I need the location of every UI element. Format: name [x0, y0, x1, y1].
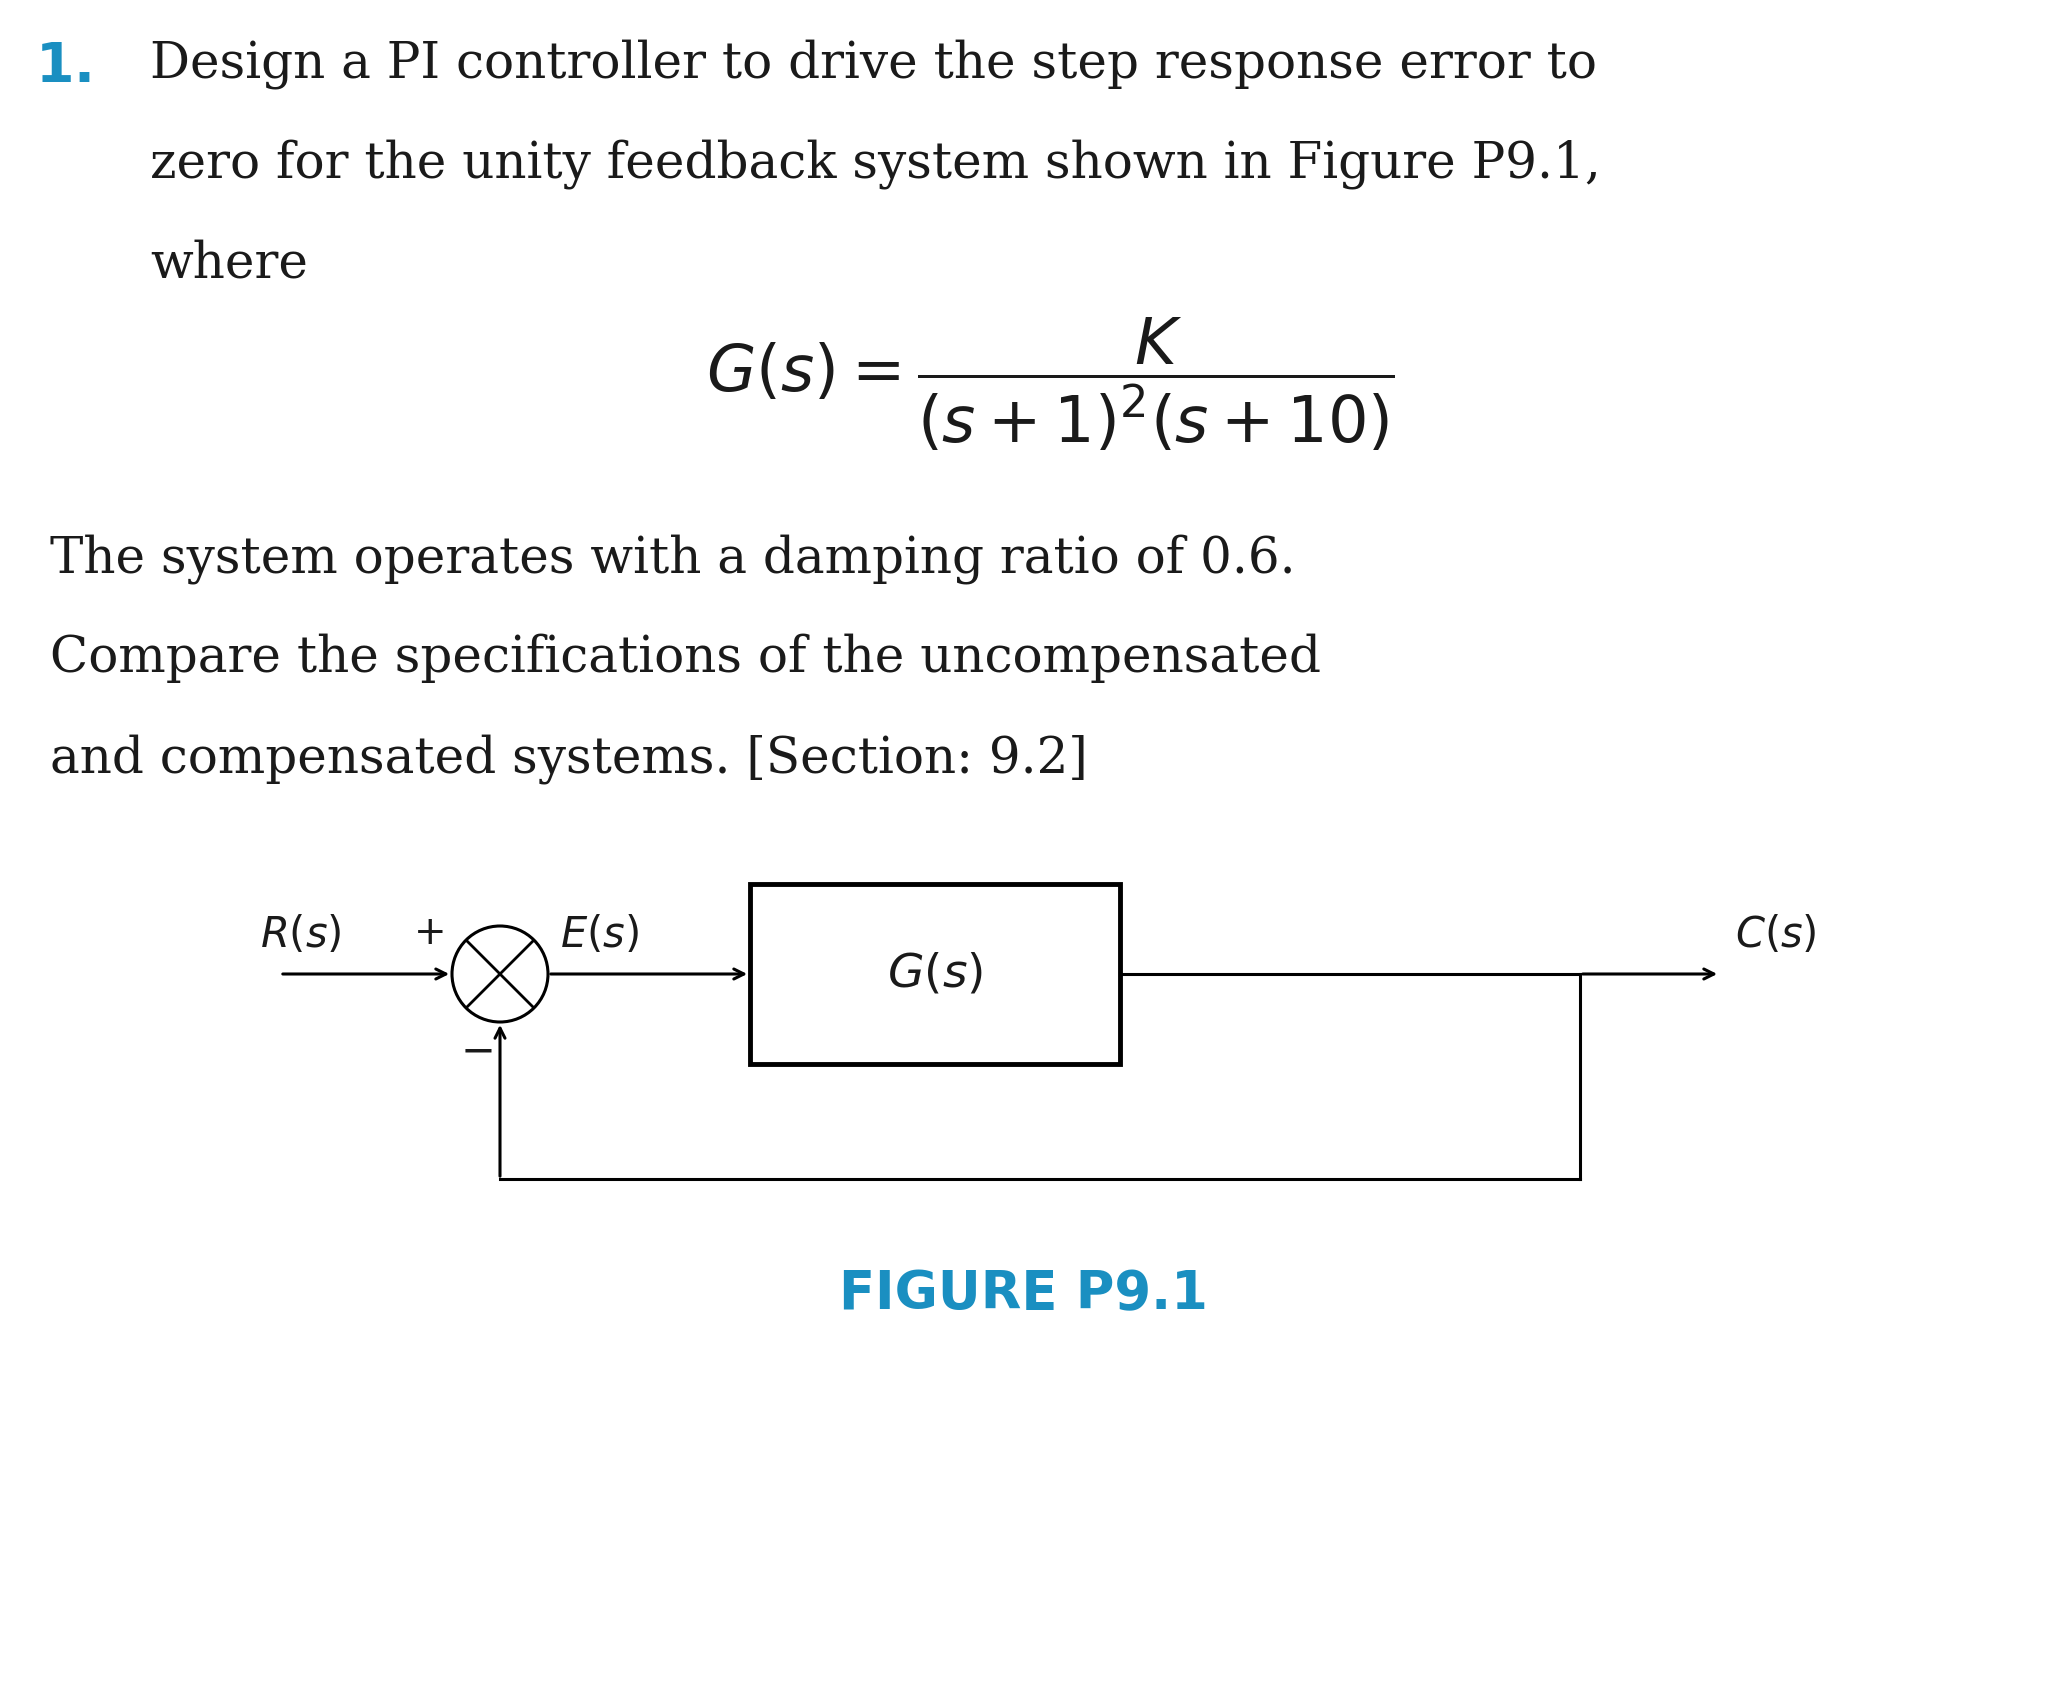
Text: where: where	[149, 239, 309, 288]
Text: $-$: $-$	[460, 1030, 491, 1072]
Text: Design a PI controller to drive the step response error to: Design a PI controller to drive the step…	[149, 39, 1598, 90]
Text: $G(s)$: $G(s)$	[888, 952, 982, 996]
Text: Compare the specifications of the uncompensated: Compare the specifications of the uncomp…	[49, 634, 1322, 683]
Text: $G(s) = \dfrac{K}{(s+1)^{2}(s+10)}$: $G(s) = \dfrac{K}{(s+1)^{2}(s+10)}$	[706, 315, 1395, 452]
Text: zero for the unity feedback system shown in Figure P9.1,: zero for the unity feedback system shown…	[149, 139, 1600, 190]
Bar	[751, 884, 1119, 1064]
Text: $C(s)$: $C(s)$	[1735, 915, 1817, 955]
Text: The system operates with a damping ratio of 0.6.: The system operates with a damping ratio…	[49, 534, 1295, 584]
Text: $E(s)$: $E(s)$	[561, 915, 638, 955]
Text: and compensated systems. [Section: 9.2]: and compensated systems. [Section: 9.2]	[49, 734, 1088, 784]
Text: $R(s)$: $R(s)$	[260, 915, 342, 955]
Text: $+$: $+$	[413, 915, 444, 952]
Text: FIGURE P9.1: FIGURE P9.1	[839, 1269, 1207, 1320]
Text: $\mathbf{1.}$: $\mathbf{1.}$	[35, 39, 90, 93]
